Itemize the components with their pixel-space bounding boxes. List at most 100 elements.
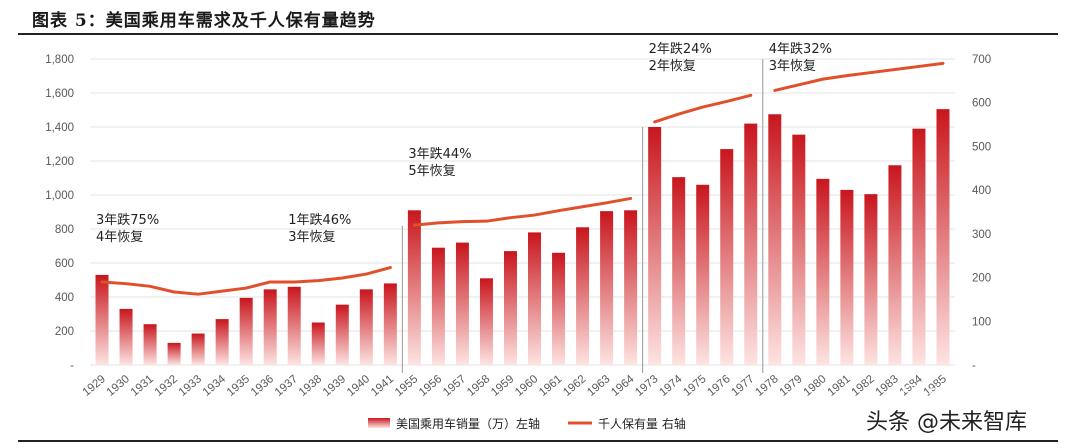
x-tick-label: 1981 [825, 373, 852, 399]
bar [263, 289, 277, 365]
bar [744, 123, 758, 365]
bar [383, 283, 397, 365]
watermark-text: 头条 @未来智库 [866, 410, 1027, 435]
x-tick-label: 1934 [201, 373, 229, 399]
legend: 美国乘用车销量（万）左轴 千人保有量 右轴 [368, 416, 686, 431]
bar [503, 251, 517, 365]
right-tick-label: 500 [972, 141, 991, 153]
annotation-text: 3年跌75% [96, 212, 159, 228]
x-tick-label: 1933 [177, 373, 204, 399]
right-tick-label: - [972, 360, 976, 372]
period-separators [401, 59, 764, 373]
bar [143, 324, 157, 365]
annotations: 3年跌75% 4年恢复 1年跌46% 3年恢复 3年跌44% 5年恢复 2年跌24% 2年恢复… [96, 41, 832, 245]
bar [455, 242, 469, 365]
left-axis-ticks: - 200 400 600 800 1,000 1,200 1,400 1,600 1,800 [45, 54, 74, 372]
left-tick-label: 1,400 [45, 122, 74, 134]
x-tick-label: 1975 [681, 373, 708, 399]
bar [768, 114, 782, 365]
left-tick-label: 1,200 [45, 156, 74, 168]
right-tick-label: 400 [972, 185, 991, 197]
bar [696, 184, 710, 365]
left-tick-label: 600 [55, 258, 74, 270]
line-segment [773, 61, 945, 92]
legend-bar-label: 美国乘用车销量（万）左轴 [396, 416, 540, 431]
title-divider [18, 33, 1058, 35]
bar [528, 232, 542, 365]
bar [672, 177, 686, 365]
line-segment [412, 196, 633, 227]
annotation-text: 3年恢复 [769, 59, 816, 74]
x-tick-label: 1937 [273, 373, 300, 399]
bar [576, 227, 590, 365]
x-tick-label: 1961 [537, 373, 564, 399]
right-tick-label: 100 [972, 316, 991, 328]
bar [359, 289, 373, 365]
right-tick-label: 600 [972, 98, 991, 110]
bar [648, 127, 662, 365]
right-tick-label: 200 [972, 273, 991, 285]
line-series [100, 61, 945, 296]
bar [215, 319, 229, 365]
x-tick-label: 1930 [105, 373, 132, 399]
left-tick-label: 200 [55, 326, 74, 338]
x-tick-label: 1976 [705, 373, 732, 399]
annotation-text: 4年跌32% [769, 41, 832, 57]
bar [936, 109, 950, 366]
bar [287, 286, 301, 365]
x-tick-label: 1964 [609, 373, 637, 399]
annotation-text: 1年跌46% [288, 212, 351, 228]
bar [239, 297, 253, 365]
right-axis-ticks: - 100 200 300 400 500 600 700 [972, 54, 991, 372]
bar [864, 194, 878, 365]
gridlines [90, 58, 955, 366]
x-tick-label: 1955 [393, 373, 420, 399]
legend-bar-swatch [368, 418, 390, 428]
x-tick-label: 1982 [850, 373, 877, 399]
x-tick-label: 1929 [81, 373, 108, 399]
bar-series [95, 109, 950, 366]
x-tick-label: 1973 [633, 373, 660, 399]
x-tick-label: 1960 [513, 373, 540, 399]
x-tick-label: 1978 [753, 373, 780, 399]
left-tick-label: 1,000 [45, 190, 74, 202]
line-segment [100, 266, 392, 296]
legend-line-label: 千人保有量 右轴 [598, 416, 686, 431]
right-tick-label: 300 [972, 229, 991, 241]
bar [335, 304, 349, 365]
bar [792, 134, 806, 365]
x-tick-label: 1938 [297, 373, 324, 399]
x-tick-label: 1974 [657, 373, 685, 399]
bar [119, 308, 133, 365]
annotation-text: 3年恢复 [288, 230, 335, 245]
watermark-logo-icon [902, 384, 922, 404]
bar [840, 189, 854, 365]
bar [720, 149, 734, 365]
watermark-ghost-text: 未来智库 [928, 385, 996, 405]
bar [311, 322, 325, 365]
x-tick-label: 1977 [729, 373, 756, 399]
x-tick-label: 1932 [153, 373, 180, 399]
bar [552, 252, 566, 365]
left-tick-label: - [70, 360, 74, 372]
line-segment [653, 93, 753, 124]
bar [95, 274, 109, 365]
bar [888, 165, 902, 365]
bar [479, 278, 493, 365]
x-tick-label: 1958 [465, 373, 492, 399]
left-tick-label: 800 [55, 224, 74, 236]
x-tick-label: 1941 [369, 373, 396, 399]
annotation-text: 4年恢复 [96, 230, 143, 245]
annotation-text: 2年跌24% [649, 41, 712, 57]
bar [912, 128, 926, 365]
x-tick-label: 1936 [249, 373, 276, 399]
x-axis-ticks: 1929193019311932193319341935193619371938… [81, 373, 949, 399]
x-tick-label: 1940 [345, 373, 372, 399]
x-tick-label: 1956 [417, 373, 444, 399]
x-tick-label: 1957 [441, 373, 468, 399]
x-tick-label: 1962 [561, 373, 588, 399]
x-tick-label: 1983 [874, 373, 901, 399]
bar [600, 211, 614, 365]
bottom-divider [18, 440, 1058, 442]
